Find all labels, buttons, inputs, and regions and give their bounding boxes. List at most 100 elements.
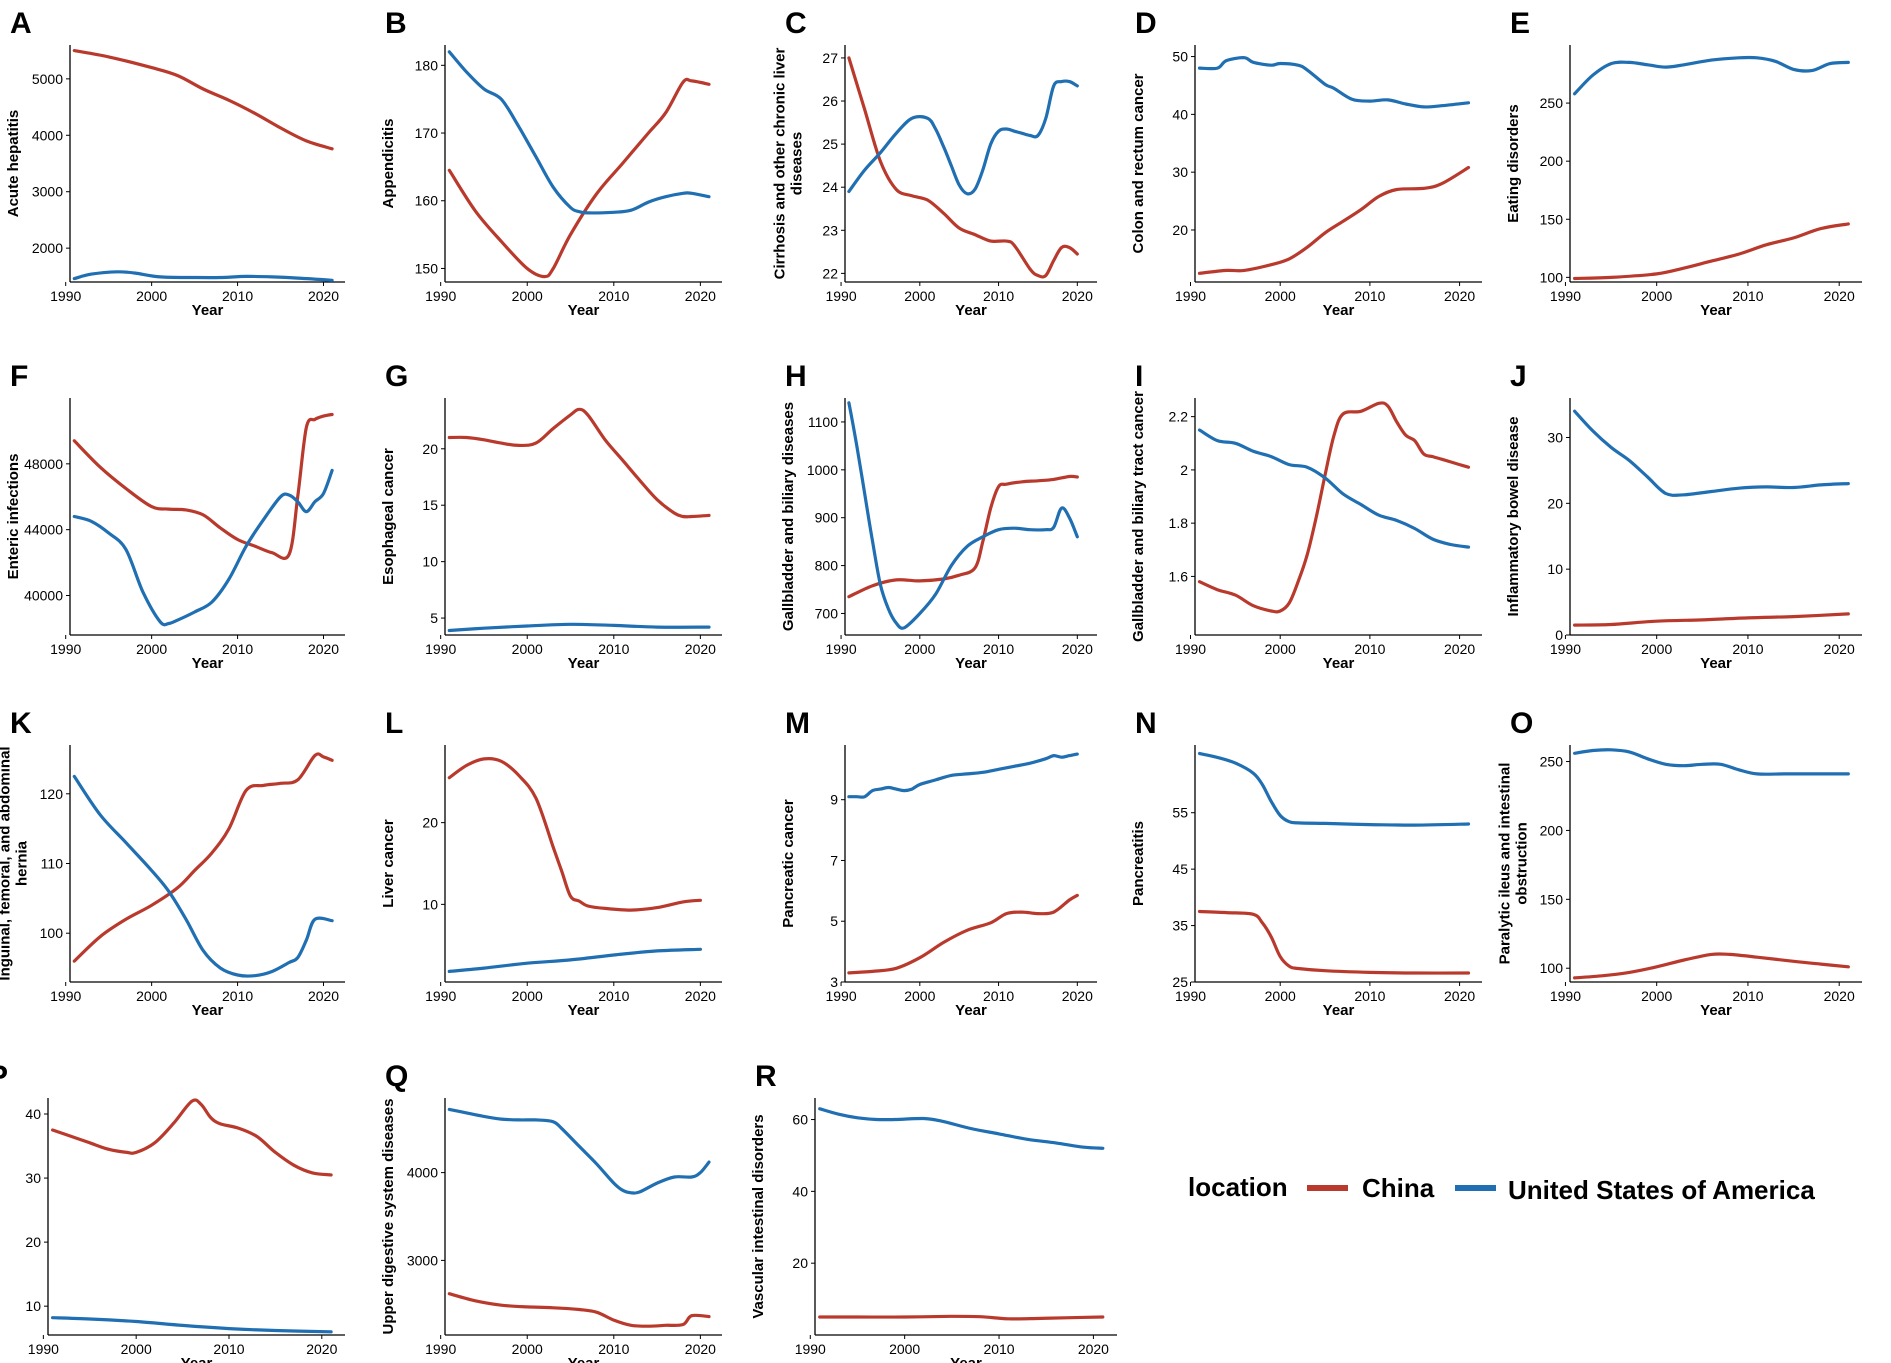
panel-letter-a: A [10,7,32,40]
x-tick-label: 1990 [50,641,81,657]
x-tick-label: 2020 [1824,641,1855,657]
y-tick-label: 250 [1540,754,1564,770]
y-axis-title-line: Cirrhosis and other chronic liver [772,47,789,279]
panel-letter-e: E [1510,7,1530,40]
panel-letter-c: C [785,7,807,40]
panel-l: L 1990 2000 2010 2020 10 20 Year Liver cancer [380,707,722,1019]
x-tick-label: 1990 [1175,288,1206,304]
y-tick-label: 25 [1172,974,1188,990]
x-axis-title: Year [192,302,224,319]
y-axis-title: Colon and rectum cancer [1130,73,1147,253]
y-tick-label: 200 [1540,153,1564,169]
x-tick-label: 2000 [1641,641,1672,657]
series-line-china [72,49,334,151]
series-line-usa [1573,748,1850,776]
y-tick-label: 15 [422,497,438,513]
series-line-usa [447,1107,711,1195]
y-tick-label: 50 [1172,49,1188,65]
y-tick-label: 9 [830,792,838,808]
panel-g: G 1990 2000 2010 2020 5 10 15 20 Year Esophageal c… [380,360,722,672]
y-axis-title-line: Esophageal cancer [380,448,397,585]
x-tick-label: 2000 [1265,288,1296,304]
x-tick-label: 1990 [425,1341,456,1357]
panel-r: R1990200020102020204060YearVascular inte… [750,1060,1117,1363]
y-tick-label: 55 [1172,805,1188,821]
x-tick-label: 2010 [598,288,629,304]
series-line-china [847,474,1079,599]
panel-letter-o: O [1510,707,1533,740]
y-tick-label: 4000 [32,127,63,143]
x-tick-label: 2010 [983,288,1014,304]
x-axis-title: Year [568,302,600,319]
x-tick-label: 2000 [1265,988,1296,1004]
y-axis-title-line: diseases [789,132,806,195]
y-tick-label: 150 [1540,211,1564,227]
y-tick-label: 1100 [808,414,838,430]
series-line-china [51,1098,333,1177]
y-axis-title: Gallbladder and biliary diseases [780,402,797,631]
y-tick-label: 900 [815,510,839,526]
x-tick-label: 1990 [1175,988,1206,1004]
series-line-usa [447,622,711,633]
y-tick-label: 44000 [24,522,63,538]
series-line-china [72,752,334,963]
y-tick-label: 160 [415,193,439,209]
y-tick-label: 40 [1172,106,1188,122]
y-axis-title: Inguinal, femoral, and abdominalhernia [0,746,31,980]
x-tick-label: 1990 [425,288,456,304]
y-tick-label: 10 [422,554,438,570]
panel-o: O 1990 2000 2010 2020 100 150 200 250 Year Paralyt… [1497,707,1862,1019]
panel-letter-i: I [1135,360,1143,393]
y-tick-label: 24 [822,179,838,195]
x-axis-title: Year [955,302,987,319]
y-tick-label: 100 [1540,269,1564,285]
series-line-usa [847,752,1079,799]
y-axis-title: Cirrhosis and other chronic liverdisease… [772,47,806,279]
x-axis-title: Year [1700,1002,1732,1019]
x-tick-label: 2010 [222,288,253,304]
series-line-usa [847,79,1079,196]
y-axis-title: Inflammatory bowel disease [1505,416,1522,616]
series-line-usa [1197,428,1471,549]
y-tick-label: 10 [422,896,438,912]
x-tick-label: 2010 [983,641,1014,657]
x-tick-label: 1990 [425,641,456,657]
y-tick-label: 110 [41,856,64,872]
panel-q: Q 1990 2000 2010 2020 3000 4000 Year Upper diges… [380,1060,722,1363]
y-tick-label: 2 [1180,462,1188,478]
y-axis-title-line: Paralytic ileus and intestinal [1497,763,1514,965]
panel-letter-m: M [785,707,810,740]
x-tick-label: 1990 [50,288,81,304]
y-tick-label: 48000 [24,456,63,472]
x-axis-title: Year [955,655,987,672]
panel-letter-l: L [385,707,403,740]
series-line-china [818,1314,1105,1321]
x-axis-title: Year [568,1355,600,1363]
x-tick-label: 2010 [1732,288,1763,304]
y-axis-title: Appendicitis [380,118,397,208]
y-tick-label: 26 [822,93,838,109]
x-tick-label: 2000 [904,641,935,657]
panel-letter-j: J [1510,360,1527,393]
series-line-china [447,77,711,279]
y-tick-label: 20 [792,1255,808,1271]
panel-letter-q: Q [385,1060,408,1093]
y-tick-label: 3000 [407,1252,438,1268]
y-tick-label: 800 [815,558,839,574]
x-tick-label: 2020 [1062,641,1093,657]
y-axis-title-line: Inflammatory bowel disease [1505,416,1522,616]
series-line-china [847,893,1079,975]
series-line-china [1197,165,1471,275]
y-axis-title: Gallbladder and biliary tract cancer [1130,391,1147,642]
x-tick-label: 2020 [1078,1341,1109,1357]
panel-letter-d: D [1135,7,1157,40]
series-line-china [72,412,334,560]
panel-letter-f: F [10,360,28,393]
y-tick-label: 40000 [24,588,63,604]
y-tick-label: 1.8 [1169,515,1189,531]
y-axis-title: Eating disorders [1505,104,1522,222]
series-line-china [1197,909,1471,975]
y-tick-label: 20 [422,815,438,831]
x-tick-label: 2020 [685,988,716,1004]
x-axis-title: Year [1323,655,1355,672]
